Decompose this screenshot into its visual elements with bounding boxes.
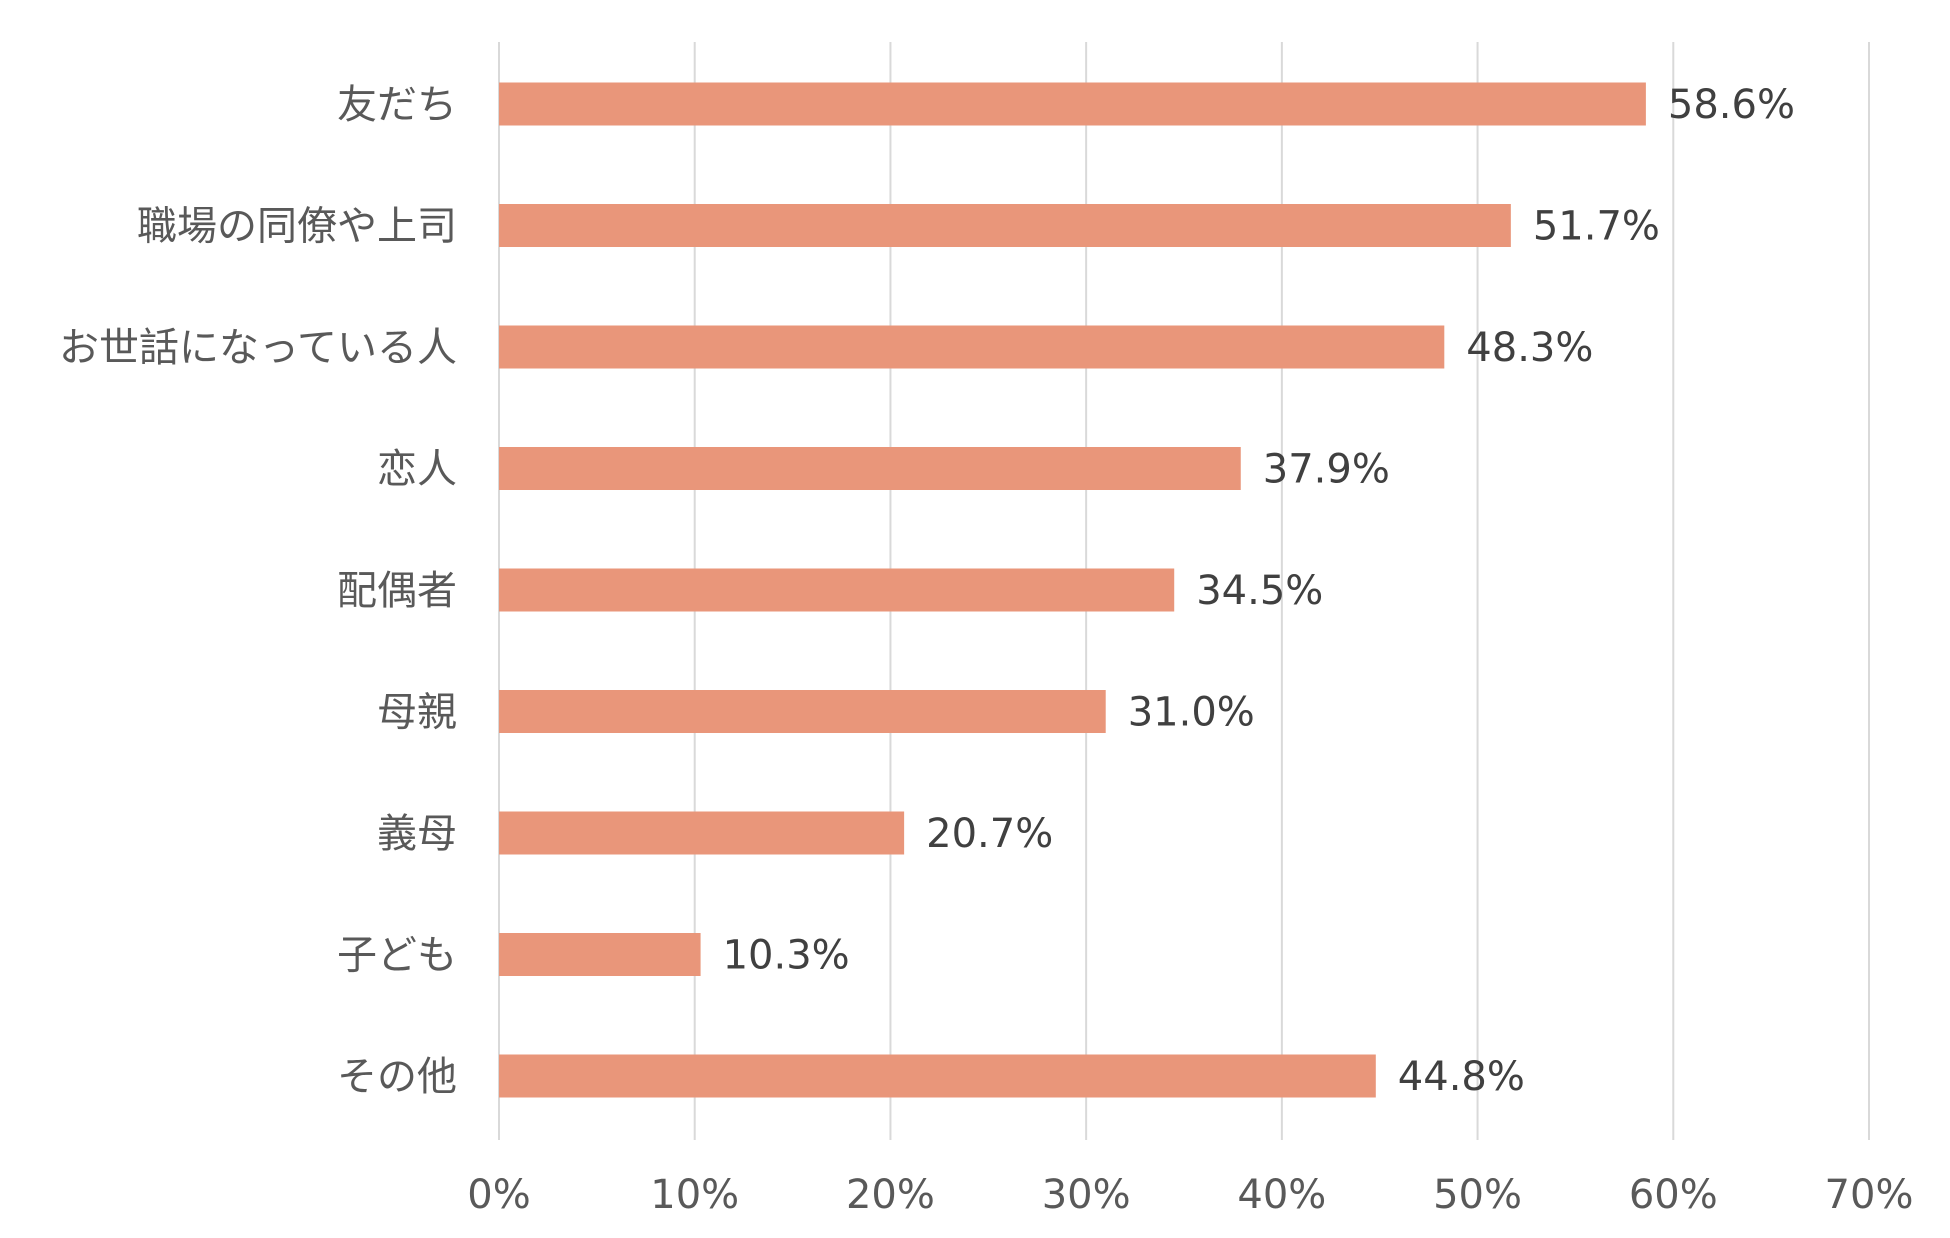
data-label: 31.0% [1128,690,1255,736]
data-label: 20.7% [926,811,1053,857]
bar [499,447,1241,490]
category-label: 職場の同僚や上司 [137,204,457,250]
data-label: 58.6% [1668,82,1795,128]
category-label: その他 [337,1054,457,1100]
x-tick-label: 10% [650,1172,739,1218]
bar [499,204,1511,247]
x-tick-label: 30% [1042,1172,1131,1218]
x-tick-label: 40% [1237,1172,1326,1218]
x-tick-label: 50% [1433,1172,1522,1218]
data-label: 51.7% [1533,204,1660,250]
x-tick-label: 20% [846,1172,935,1218]
data-label: 34.5% [1196,568,1323,614]
bar [499,325,1445,369]
category-label: 母親 [377,690,457,736]
x-axis-tick-labels: 0% 10% 20% 30% 40% 50% 60% 70% [467,1172,1913,1218]
data-label: 10.3% [723,933,850,979]
bar [499,690,1106,733]
data-labels: 58.6% 51.7% 48.3% 37.9% 34.5% 31.0% 20.7% 10.3%… [723,82,1795,1100]
bar [499,82,1646,126]
data-label: 44.8% [1398,1054,1525,1100]
category-label: 義母 [377,811,457,857]
data-label: 37.9% [1263,447,1390,493]
bar [499,811,905,855]
category-label: 子ども [337,933,457,979]
x-tick-label: 60% [1629,1172,1718,1218]
category-label: 配偶者 [337,568,457,614]
data-label: 48.3% [1466,325,1593,371]
bar [499,1054,1376,1098]
bar [499,568,1175,612]
category-label: 恋人 [377,447,457,493]
bars [499,82,1646,1098]
category-label: 友だち [337,82,457,128]
category-label: お世話になっている人 [59,325,457,371]
x-tick-label: 70% [1825,1172,1914,1218]
bar [499,933,701,976]
x-tick-label: 0% [467,1172,530,1218]
